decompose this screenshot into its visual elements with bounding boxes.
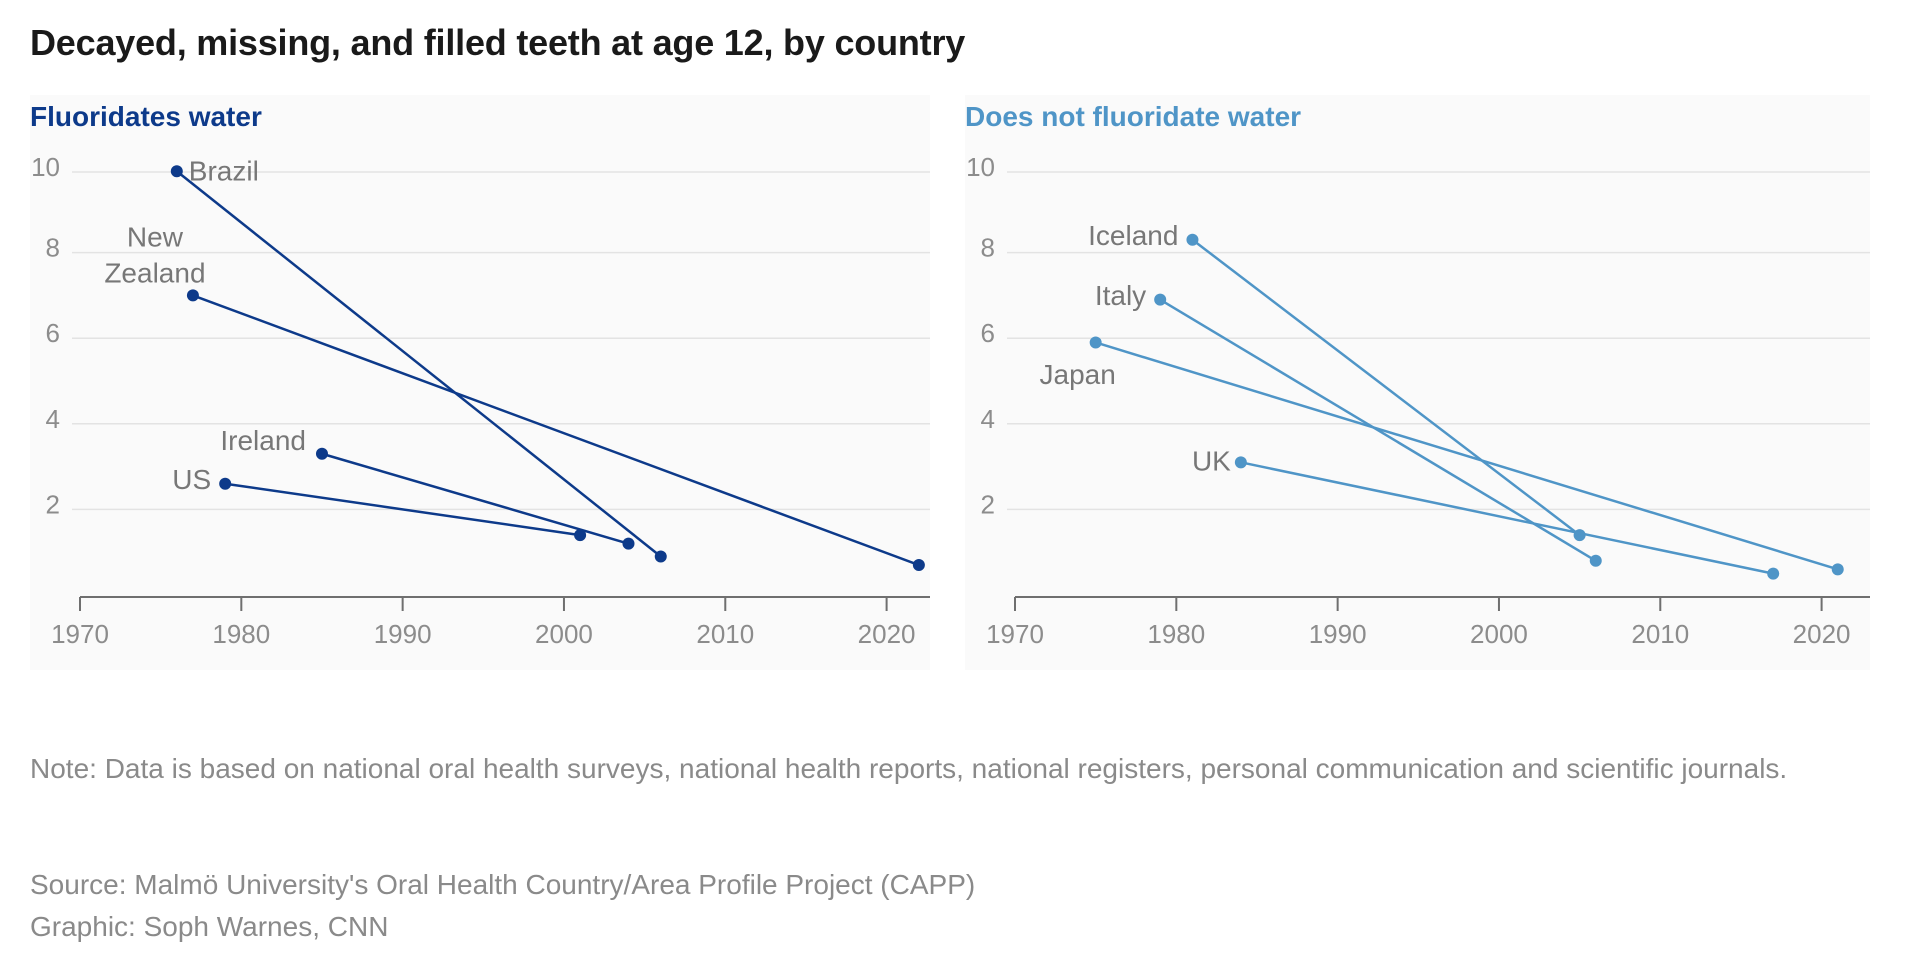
x-tick-label: 1980 [1147, 619, 1205, 649]
iceland-start-point [1186, 233, 1199, 246]
plot-background [965, 95, 1870, 670]
panel-subtitle: Fluoridates water [30, 101, 262, 132]
y-tick-label: 8 [981, 233, 995, 263]
brazil-start-point [170, 165, 183, 178]
y-tick-label: 6 [981, 318, 995, 348]
brazil-label: Brazil [189, 156, 259, 187]
no-fluoride-panel: Does not fluoridate water 2 4 6 8 10 1970 1980 1… [955, 95, 1885, 670]
x-tick-label: 1990 [1309, 619, 1367, 649]
brazil-line [176, 170, 662, 558]
new-zealand-line [192, 294, 920, 567]
fluoridates-panel: Fluoridates water 2 4 6 8 10 1970 1980 1990 2000 2… [0, 95, 930, 670]
x-tick-label: 2010 [696, 619, 754, 649]
japan-start-point [1089, 336, 1102, 349]
y-tick-label: 2 [981, 489, 995, 519]
uk-label: UK [1192, 446, 1231, 477]
y-tick-label: 8 [46, 233, 60, 263]
x-tick-label: 2020 [858, 619, 916, 649]
panel-subtitle: Does not fluoridate water [965, 101, 1301, 132]
italy-start-point [1154, 293, 1167, 306]
italy-end-point [1589, 554, 1602, 567]
x-tick-label: 1970 [51, 619, 109, 649]
iceland-label: Iceland [1088, 220, 1178, 251]
ireland-start-point [315, 447, 328, 460]
x-tick-label: 2000 [1470, 619, 1528, 649]
chart-title: Decayed, missing, and filled teeth at ag… [30, 22, 966, 63]
x-tick-label: 1970 [986, 619, 1044, 649]
us-label: US [172, 464, 211, 495]
no-fluoride-chart: Does not fluoridate water 2 4 6 8 10 1970 1980 1… [965, 95, 1870, 670]
ireland-end-point [622, 537, 635, 550]
japan-label: Japan [1040, 359, 1116, 390]
uk-start-point [1234, 456, 1247, 469]
us-line [225, 482, 581, 537]
x-tick-label: 2020 [1793, 619, 1851, 649]
y-tick-label: 10 [966, 152, 995, 182]
japan-end-point [1831, 563, 1844, 576]
x-tick-label: 2000 [535, 619, 593, 649]
brazil-end-point [654, 550, 667, 563]
chart-credits: Source: Malmö University's Oral Health C… [30, 864, 975, 948]
y-tick-label: 4 [981, 404, 995, 434]
y-tick-label: 4 [46, 404, 60, 434]
source-line: Source: Malmö University's Oral Health C… [30, 869, 976, 900]
x-tick-label: 1990 [374, 619, 432, 649]
japan-line [1095, 341, 1839, 571]
italy-line [1159, 298, 1597, 562]
uk-end-point [1767, 567, 1780, 580]
uk-line [1240, 461, 1774, 575]
y-tick-label: 10 [31, 152, 60, 182]
plot-background [30, 95, 930, 670]
new-zealand-end-point [912, 559, 925, 572]
y-tick-label: 6 [46, 318, 60, 348]
y-tick-label: 2 [46, 489, 60, 519]
chart-note: Note: Data is based on national oral hea… [30, 753, 1788, 784]
graphic-credit: Graphic: Soph Warnes, CNN [30, 911, 389, 942]
ireland-line [321, 452, 629, 545]
ireland-label: Ireland [220, 425, 306, 456]
new-zealand-start-point [186, 289, 199, 302]
us-start-point [219, 477, 232, 490]
italy-label: Italy [1095, 280, 1146, 311]
fluoridates-chart: Fluoridates water 2 4 6 8 10 1970 1980 1990 2000 2… [30, 95, 930, 670]
x-tick-label: 1980 [212, 619, 270, 649]
us-end-point [574, 529, 587, 542]
x-tick-label: 2010 [1631, 619, 1689, 649]
new-zealand-label: New Zealand [104, 222, 205, 289]
iceland-line [1191, 238, 1581, 537]
